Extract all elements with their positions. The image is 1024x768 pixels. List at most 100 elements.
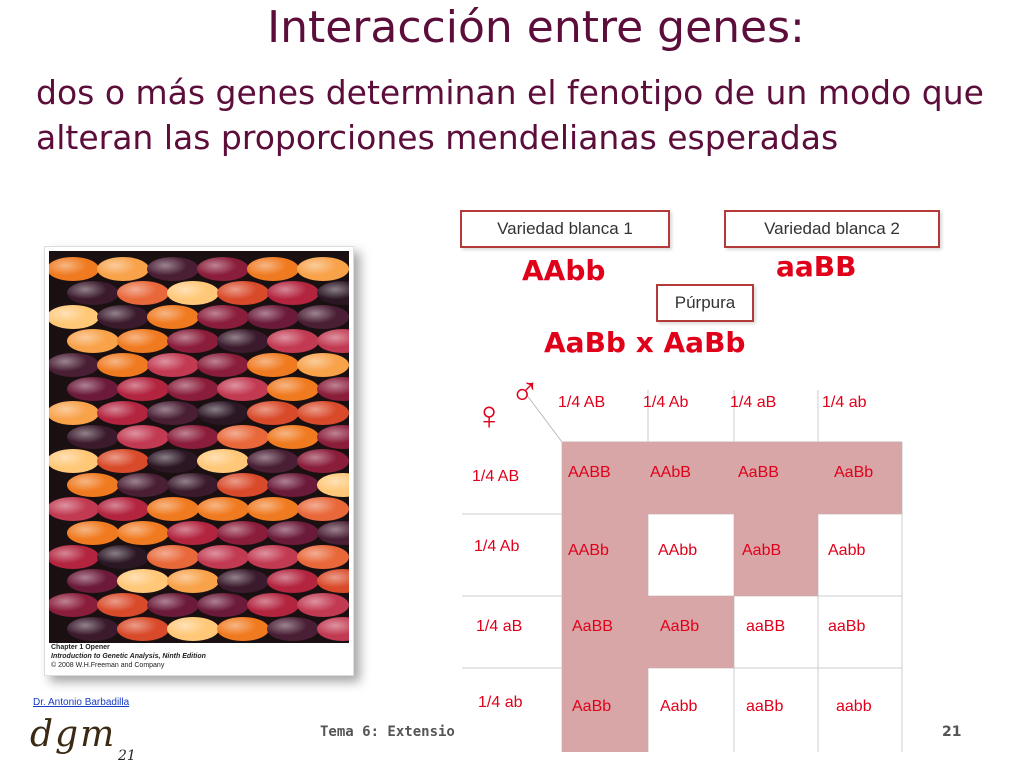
kernel-highlight [117,473,169,497]
kernel-highlight [267,569,319,593]
genotype-cell: aaBb [828,618,866,635]
kernel-highlight [49,497,99,521]
kernel-highlight [49,545,99,569]
dgm-logo: dgm [30,714,117,755]
kernel-highlight [49,401,99,425]
kernel-highlight [247,545,299,569]
kernel-highlight [49,305,99,329]
kernel-highlight [267,329,319,353]
genotype-cell: AaBB [572,618,613,635]
kernel-highlight [297,545,349,569]
purple-cell-bg [648,596,734,668]
course-footer: Tema 6: Extensio [320,724,455,740]
row-header: 1/4 AB [472,468,520,485]
kernel-highlight [267,281,319,305]
kernel-highlight [117,281,169,305]
col-header: 1/4 aB [730,394,777,411]
kernel-highlight [247,449,299,473]
cross-label: AaBb x AaBb [544,326,746,359]
genotype-cell: aaBb [746,698,784,715]
kernel-highlight [247,353,299,377]
kernel-highlight [217,617,269,641]
kernel-highlight [97,449,149,473]
kernel-highlight [297,497,349,521]
kernel-highlight [317,569,349,593]
kernel-highlight [217,329,269,353]
kernel-highlight [197,593,249,617]
genotype-cell: Aabb [660,698,698,715]
kernel-highlight [247,401,299,425]
kernel-highlight [317,329,349,353]
genotype-cell: AaBb [572,698,612,715]
kernel-highlight [167,569,219,593]
slide-title: Interacción entre genes: [267,2,805,53]
genotype-cell: AABB [568,464,611,481]
kernel-highlight [97,401,149,425]
kernel-highlight [217,377,269,401]
kernel-highlight [297,353,349,377]
kernel-highlight [167,473,219,497]
kernel-highlight [267,473,319,497]
kernel-highlight [317,377,349,401]
kernel-highlight [317,521,349,545]
kernel-highlight [217,569,269,593]
genotype-cell: AABb [568,542,609,559]
kernel-highlight [167,521,219,545]
purple-cell-bg [562,668,648,752]
parent1-genotype: AAbb [522,254,606,287]
kernel-highlight [167,329,219,353]
kernel-highlight [197,449,249,473]
kernel-highlight [67,425,119,449]
male-symbol-icon: ♂ [510,370,540,414]
logo-number: 21 [118,748,136,764]
kernel-highlight [217,425,269,449]
kernel-highlight [147,401,199,425]
kernel-highlight [217,473,269,497]
genotype-cell: aaBB [746,618,786,635]
purple-cell-bg [562,514,648,596]
kernel-highlight [49,449,99,473]
genotype-cell: AabB [742,542,782,559]
kernel-highlight [197,401,249,425]
row-header: 1/4 Ab [474,538,520,555]
kernel-highlight [117,521,169,545]
kernel-highlight [167,377,219,401]
kernel-highlight [317,617,349,641]
parent2-genotype: aaBB [776,250,857,283]
purple-cell-bg [648,442,734,514]
kernel-highlight [297,257,349,281]
kernel-highlight [147,545,199,569]
kernel-highlight [147,497,199,521]
parent1-label-box: Variedad blanca 1 [460,210,670,248]
genotype-cell: aabb [836,698,872,715]
author-link[interactable]: Dr. Antonio Barbadilla [33,697,130,708]
kernel-highlight [167,425,219,449]
kernel-highlight [147,593,199,617]
caption-line3: © 2008 W.H.Freeman and Company [51,662,165,669]
kernel-highlight [317,425,349,449]
kernel-highlight [97,353,149,377]
kernel-highlight [217,521,269,545]
kernel-highlight [49,353,99,377]
kernel-highlight [197,497,249,521]
kernel-highlight [197,545,249,569]
kernel-highlight [297,449,349,473]
photo-caption: Chapter 1 Opener Introduction to Genetic… [51,643,206,670]
kernel-highlight [117,377,169,401]
page-number: 21 [942,724,962,740]
caption-line2: Introduction to Genetic Analysis, Ninth … [51,653,206,660]
kernel-highlight [267,377,319,401]
kernel-highlight [317,281,349,305]
slide-subtitle: dos o más genes determinan el fenotipo d… [36,73,984,157]
kernel-highlight [247,305,299,329]
kernel-highlight [97,257,149,281]
kernel-highlight [247,497,299,521]
kernel-highlight [97,593,149,617]
kernel-highlight [117,617,169,641]
female-symbol-icon: ♀ [474,394,504,438]
kernel-highlight [117,569,169,593]
corn-cob-image [49,251,349,643]
kernel-highlight [317,473,349,497]
kernel-highlight [297,305,349,329]
kernel-highlight [167,617,219,641]
